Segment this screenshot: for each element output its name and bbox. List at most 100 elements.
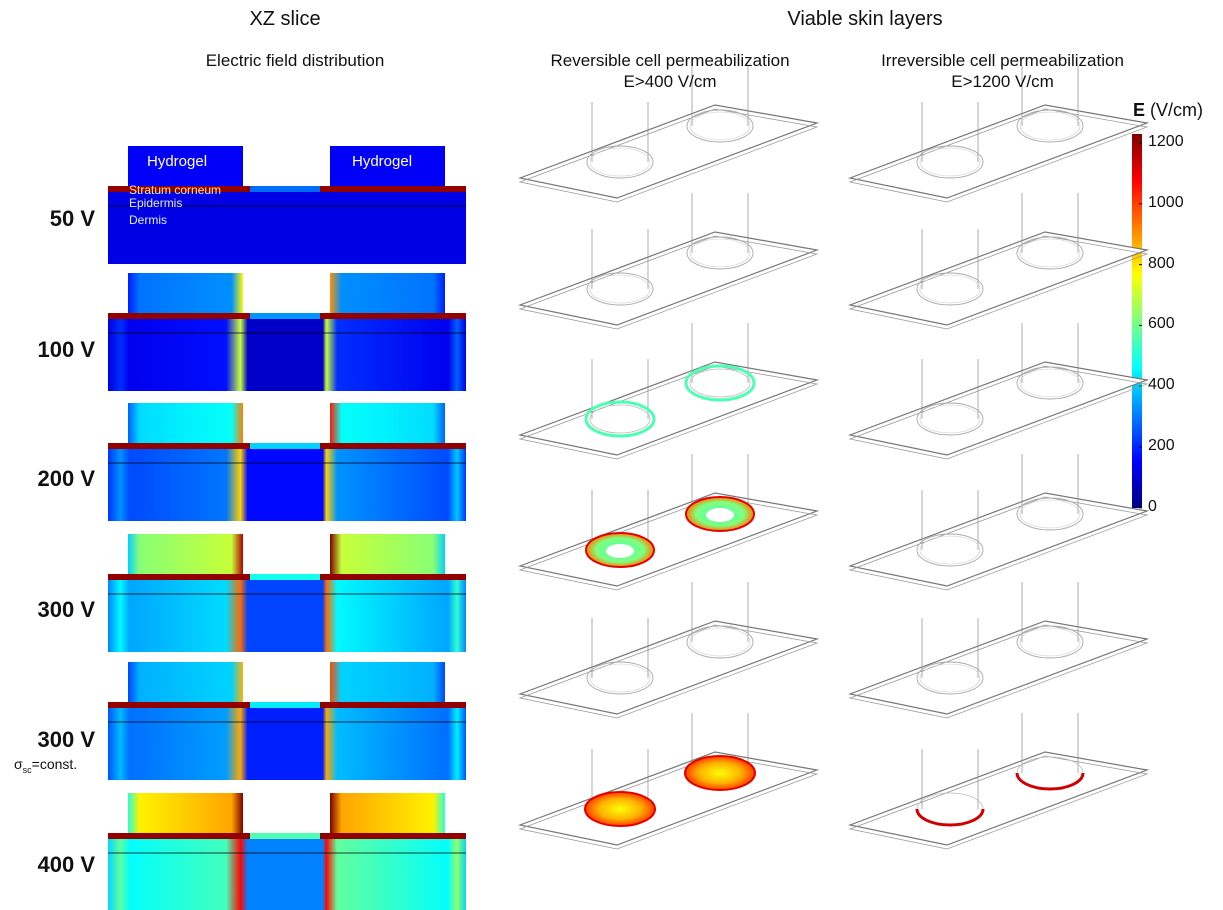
voltage-label-row-1: 50 V [49,206,95,231]
plate-bottom-edge [848,755,1149,850]
irreversible-plate-row-6 [847,713,1150,850]
stratum-corneum-gap [250,313,320,319]
electrode-outline [1019,368,1081,398]
colorbar-tick-200: 200 [1148,437,1175,454]
reversible-plate-row-2 [517,193,820,330]
reversible-plate-row-6 [517,713,820,850]
sigma-note-text: =const. [31,756,78,772]
colorbar-tick-400: 400 [1148,376,1175,393]
header-irreversible: Irreversible cell permeabilization E>120… [835,50,1170,92]
skin-body [108,192,466,264]
hydrogel-block [330,403,445,443]
xz-slice-row-4 [108,534,466,652]
permeabilized-ring [684,364,756,402]
irreversible-plate-row-5 [847,582,1150,719]
electrode-outline [686,625,754,659]
hydrogel-block [128,793,243,833]
electrode-outline [916,661,984,695]
electrode-outline [1019,499,1081,529]
colorbar-tick-1000: 1000 [1148,194,1184,211]
skin-body [108,839,466,910]
header-xz-slice: XZ slice [249,8,321,30]
plate-outline [517,231,820,326]
stratum-corneum-label: Stratum corneum [129,183,222,197]
plate-bottom-edge [518,496,819,591]
hydrogel-label-right: Hydrogel [352,153,413,170]
plate-bottom-edge [518,235,819,330]
hydrogel-block [128,146,243,186]
hydrogel-block [330,146,445,186]
voltage-label-row-2: 100 V [37,337,96,362]
electrode-outline [686,109,754,143]
hydrogel-block [128,662,243,702]
irreversible-plate-row-4 [847,454,1150,591]
plate-outline [847,751,1150,846]
sigma-subscript: sc [22,764,32,775]
xz-slice-row-5 [108,662,466,780]
voltage-label-row-4: 300 V [37,597,96,622]
plate-bottom-edge [518,755,819,850]
permeabilized-ring [584,400,656,438]
epidermis-label: Epidermis [129,196,183,210]
plate-bottom-edge [848,496,1149,591]
plate-bottom-edge [518,365,819,460]
xz-slice-row-1 [108,146,466,264]
electrode-outline [589,274,651,304]
header-reversible-line1: Reversible cell permeabilization [550,51,790,70]
colorbar-title-unit: (V/cm) [1150,100,1204,120]
header-reversible: Reversible cell permeabilization E>400 V… [505,50,835,92]
sigma-symbol: σ [14,756,23,772]
electrode-outline [689,368,751,398]
hydrogel-block [330,273,445,313]
irreversible-plate-row-1 [847,66,1150,203]
plate-bottom-edge [848,108,1149,203]
colorbar-title: E (V/cm) [1133,100,1203,121]
electrode-outline [919,663,981,693]
non-permeabilized-core [706,508,734,522]
plate-outline [517,620,820,715]
colorbar-tick-800: 800 [1148,255,1175,272]
skin-body [108,580,466,652]
plate-bottom-edge [518,108,819,203]
electrode-outline [589,663,651,693]
irreversible-plate-row-3 [847,323,1150,460]
plate-bottom-edge [848,365,1149,460]
skin-body [108,319,466,391]
permeabilized-area [684,755,756,791]
plate-bottom-edge [848,235,1149,330]
sigma-constant-note: σsc=const. [14,756,77,775]
electrode-outline [1019,111,1081,141]
header-irreversible-line1: Irreversible cell permeabilization [881,51,1124,70]
hydrogel-block [128,534,243,574]
stratum-corneum-gap [250,186,320,192]
hydrogel-label-left: Hydrogel [147,153,208,170]
colorbar-gradient [1132,134,1142,508]
reversible-plate-row-3 [517,323,820,460]
electrode-outline [1016,366,1084,400]
colorbar-tick-0: 0 [1148,498,1157,515]
xz-slice-row-2 [108,273,466,391]
electrode-outline [919,404,981,434]
dermis-label: Dermis [129,213,167,227]
header-viable-skin: Viable skin layers [787,8,943,30]
electrode-outline [919,147,981,177]
hydrogel-block [330,662,445,702]
stratum-corneum-gap [250,702,320,708]
hydrogel-block [128,273,243,313]
skin-body [108,708,466,780]
plate-outline [847,231,1150,326]
electrode-outline [689,111,751,141]
plate-outline [847,492,1150,587]
plate-outline [847,104,1150,199]
voltage-label-row-5: 300 V [37,727,96,752]
header-irreversible-line2: E>1200 V/cm [951,72,1054,91]
permeabilized-area [584,791,656,827]
electrode-outline [916,272,984,306]
electrode-outline [689,238,751,268]
stratum-corneum-gap [250,443,320,449]
electrode-outline [1016,625,1084,659]
non-permeabilized-core [606,544,634,558]
reversible-plate-row-1 [517,66,820,203]
header-electric-field: Electric field distribution [205,51,385,70]
